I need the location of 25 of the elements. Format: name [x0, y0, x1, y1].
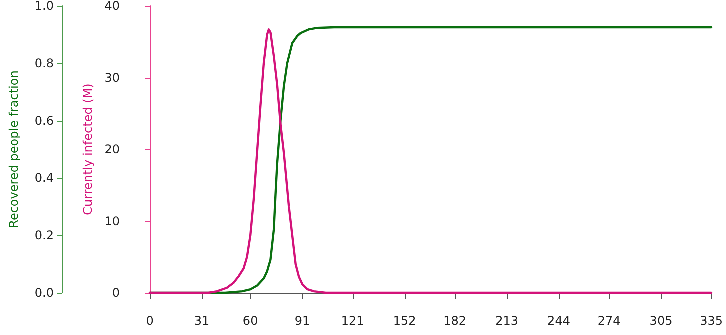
y2-tick-label: 0.0 [34, 286, 54, 300]
x-tick-label: 305 [650, 314, 673, 328]
x-tick-label: 335 [700, 314, 723, 328]
y2-tick-label: 0.8 [34, 56, 54, 70]
x-tick-label: 31 [194, 314, 210, 328]
y-tick-label: 40 [104, 0, 120, 13]
x-tick-label: 182 [444, 314, 467, 328]
x-tick-label: 91 [294, 314, 310, 328]
y-tick-label: 0 [112, 286, 120, 300]
x-tick-label: 152 [393, 314, 416, 328]
y2-axis-title: Recovered people fraction [7, 70, 21, 228]
y2-tick-label: 1.0 [34, 0, 54, 13]
x-tick-label: 60 [242, 314, 258, 328]
y2-tick-label: 0.4 [34, 171, 54, 186]
y-tick-label: 10 [104, 214, 120, 228]
x-tick-label: 121 [341, 314, 364, 328]
y2-tick-label: 0.2 [34, 228, 54, 243]
y2-tick-label: 0.6 [34, 114, 54, 128]
x-tick-label: 0 [146, 314, 154, 328]
y-tick-label: 30 [104, 70, 120, 85]
x-tick-label: 244 [548, 314, 570, 328]
y-tick-label: 20 [104, 142, 120, 156]
y-axis-title: Currently infected (M) [80, 84, 95, 216]
x-tick-label: 213 [496, 314, 518, 328]
x-tick-label: 274 [598, 314, 621, 328]
